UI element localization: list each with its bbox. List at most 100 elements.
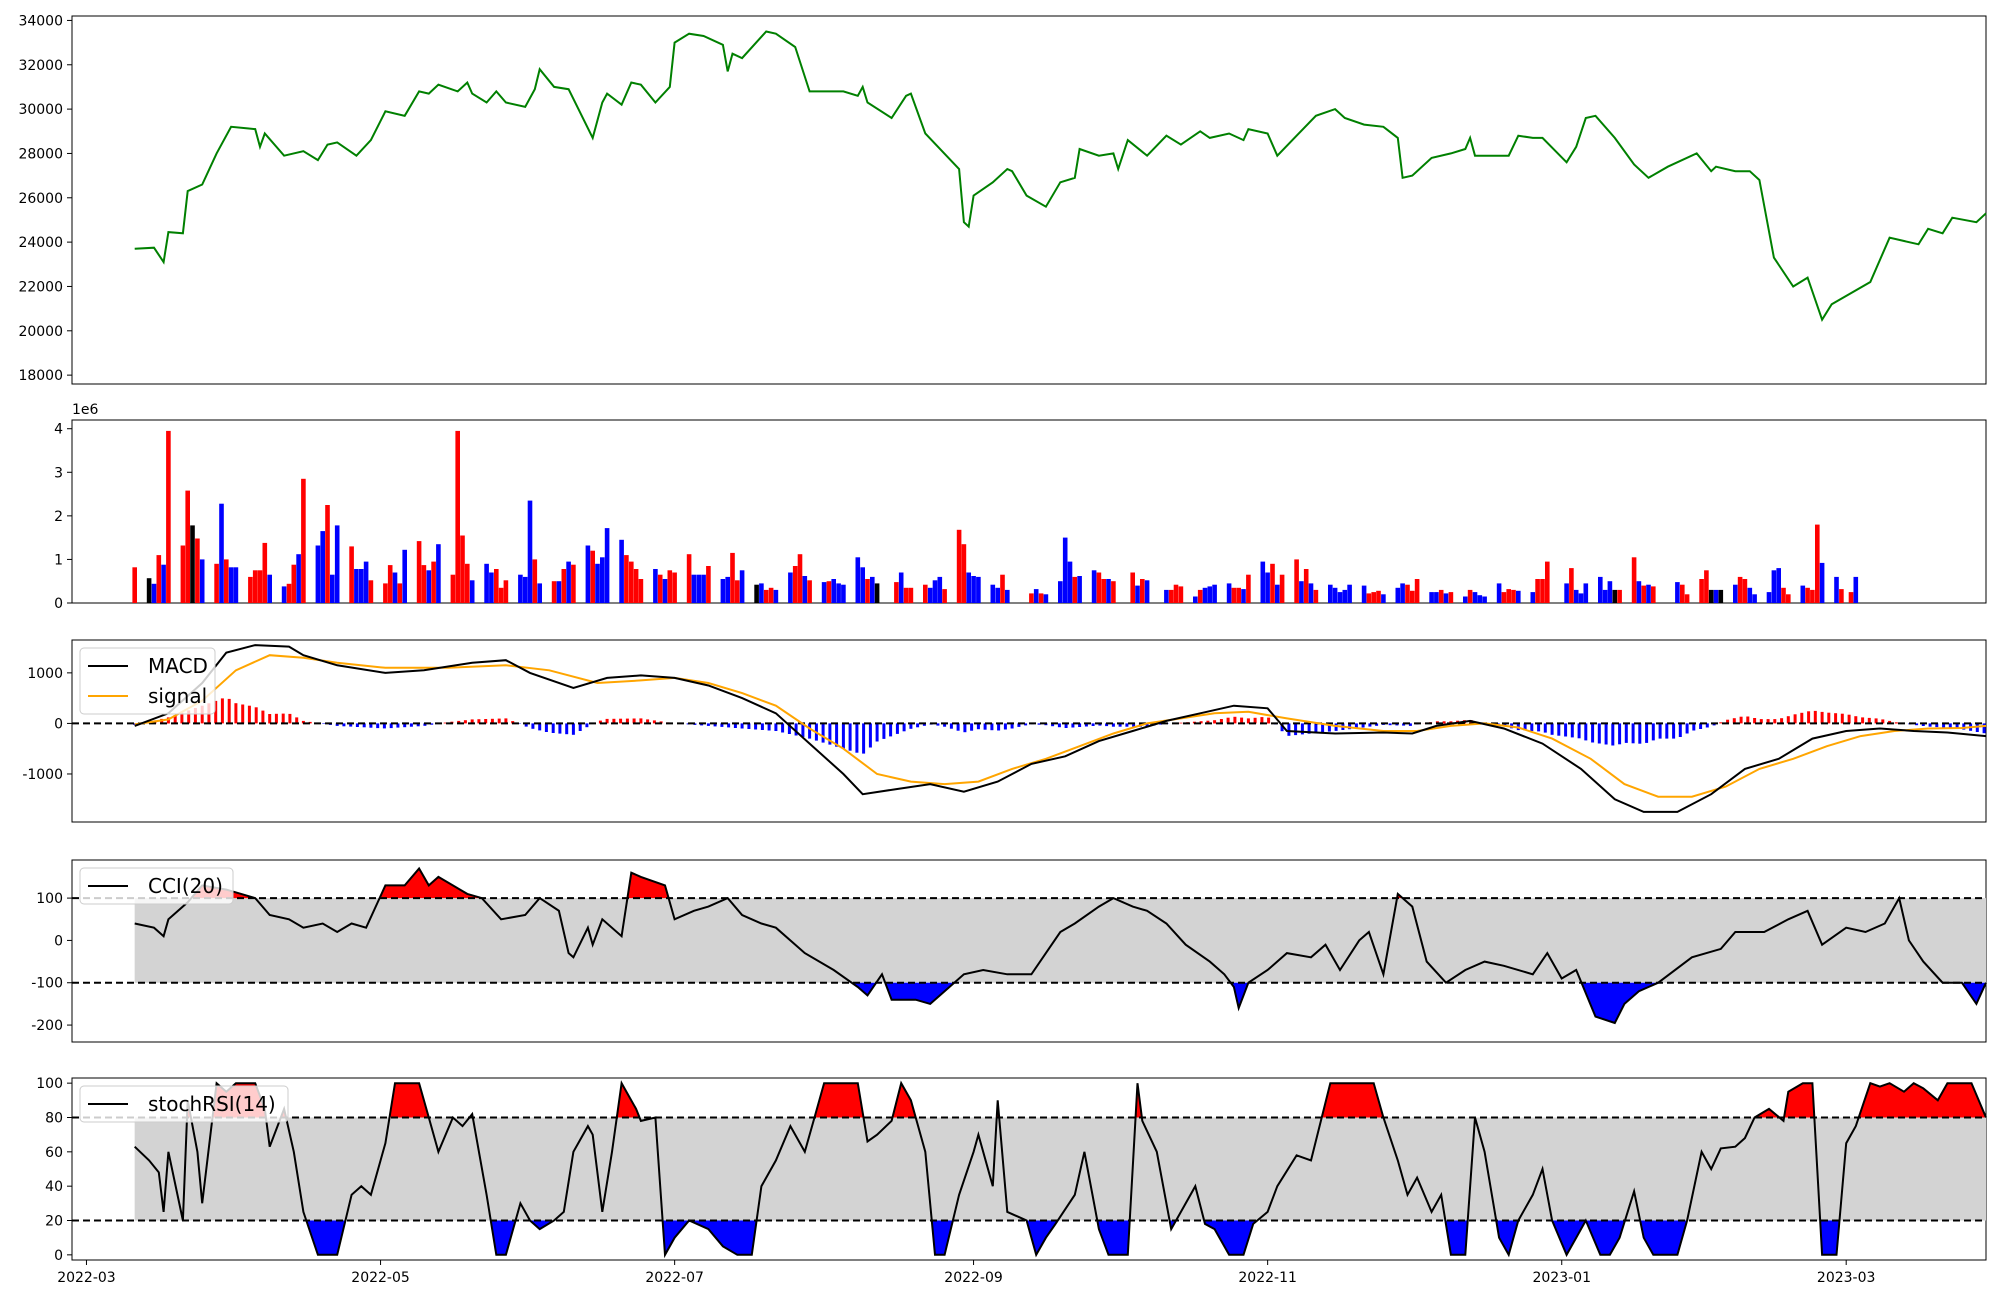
volume-bar (1429, 592, 1434, 603)
volume-bar (585, 545, 591, 603)
volume-bar (990, 584, 996, 603)
volume-bar (431, 561, 436, 603)
volume-bar (1747, 587, 1753, 604)
srsi-overbought-fill (892, 1083, 916, 1118)
macd-histogram-bar (1226, 717, 1230, 724)
volume-bar (1144, 580, 1150, 603)
volume-bar (1472, 592, 1478, 603)
macd-histogram-bar (268, 714, 272, 724)
volume-bar (1434, 592, 1439, 603)
macd-histogram-bar (389, 723, 393, 729)
y-tick-label: 2 (54, 509, 63, 525)
macd-histogram-bar (1199, 721, 1203, 724)
volume-bar (1810, 589, 1815, 603)
volume-bar (1106, 579, 1111, 603)
volume-bar (291, 564, 297, 603)
volume-bar (725, 576, 730, 603)
macd-histogram-bar (1726, 719, 1730, 724)
volume-bar (672, 572, 677, 603)
volume-bar (1680, 584, 1685, 603)
macd-histogram-bar (1719, 722, 1723, 724)
macd-histogram-bar (1604, 723, 1608, 745)
macd-histogram-bar (1435, 721, 1439, 724)
volume-bar (773, 589, 779, 603)
volume-bar (1077, 576, 1082, 603)
macd-histogram-bar (538, 723, 542, 731)
volume-bar (629, 561, 634, 603)
macd-histogram-bar (1530, 723, 1534, 731)
macd-histogram-bar (1651, 723, 1655, 741)
macd-histogram-bar (1010, 723, 1014, 729)
volume-bar (1535, 579, 1540, 603)
volume-bar (691, 574, 697, 603)
macd-histogram-bar (1078, 723, 1082, 727)
macd-histogram-bar (781, 723, 785, 733)
y-tick-label: 20 (45, 1214, 63, 1230)
srsi-oversold-fill (306, 1220, 346, 1255)
volume-bar (387, 565, 393, 603)
macd-histogram-bar (747, 723, 751, 729)
volume-bar (281, 586, 287, 603)
volume-bar (1246, 574, 1251, 603)
macd-histogram-bar (706, 723, 710, 726)
volume-bar (1612, 589, 1618, 603)
macd-histogram-bar (1240, 717, 1244, 724)
y-tick-label: 0 (54, 933, 63, 949)
volume-bar (1058, 581, 1063, 603)
macd-histogram-bar (1766, 719, 1770, 724)
srsi-oversold-fill (931, 1220, 953, 1255)
cci-legend: CCI(20) (79, 867, 234, 905)
macd-histogram-bar (1300, 723, 1304, 735)
y-tick-label: 4 (54, 422, 63, 438)
volume-bar (503, 580, 509, 603)
volume-bar (1771, 570, 1777, 603)
y-tick-label: -1000 (22, 767, 63, 783)
macd-histogram-bar (1206, 720, 1210, 724)
volume-bar (1371, 592, 1376, 603)
volume-bar (706, 566, 711, 603)
volume-bar (556, 581, 562, 603)
macd-histogram-bar (1813, 710, 1817, 724)
macd-histogram-bar (855, 723, 859, 753)
macd-histogram-bar (1915, 723, 1919, 726)
volume-bar (1443, 593, 1449, 603)
volume-bar (927, 587, 933, 604)
macd-histogram-bar (463, 720, 467, 724)
volume-bar (792, 566, 798, 603)
macd-histogram-bar (1793, 714, 1797, 724)
volume-bar (469, 580, 475, 603)
date-x-ticks: 2022-03 2022-05 2022-07 2022-09 2022-11 2023-… (57, 1260, 1875, 1286)
cci-neutral-band (134, 898, 1987, 983)
volume-bar (354, 569, 359, 603)
volume-bar (908, 587, 914, 604)
macd-histogram-bar (1624, 723, 1628, 743)
y-tick-label: 40 (45, 1179, 63, 1195)
volume-bar (604, 528, 610, 603)
volume-bar (590, 550, 595, 603)
macd-histogram-bar (220, 698, 224, 724)
macd-histogram-bar (484, 719, 488, 724)
macd-histogram-bar (1348, 723, 1352, 730)
macd-histogram-bar (1962, 723, 1966, 730)
srsi-oversold-fill (1585, 1220, 1625, 1255)
volume-bar (161, 564, 166, 603)
volume-bar (903, 587, 909, 604)
volume-bar (532, 559, 538, 603)
volume-bar (392, 572, 398, 603)
macd-histogram-bar (1746, 716, 1750, 724)
macd-histogram-bar (835, 723, 839, 747)
volume-bar (1347, 584, 1352, 603)
volume-bar (450, 574, 456, 603)
volume-bar (132, 567, 137, 603)
volume-bar (1506, 589, 1511, 603)
volume-bar (1448, 592, 1454, 603)
macd-histogram-bar (632, 718, 636, 724)
volume-bar (421, 565, 427, 603)
macd-histogram-bar (1213, 720, 1217, 724)
volume-bar (1463, 596, 1468, 603)
macd-histogram-bar (713, 723, 717, 727)
cci-y-ticks: -200 -100 0 100 (31, 891, 72, 1034)
macd-histogram-bar (740, 723, 744, 729)
macd-histogram-bar (1732, 718, 1736, 724)
macd-histogram-bar (760, 723, 764, 730)
